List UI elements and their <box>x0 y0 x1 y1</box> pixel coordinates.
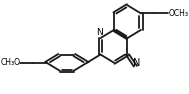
Text: OCH₃: OCH₃ <box>169 9 189 18</box>
Text: CH₃O: CH₃O <box>0 58 20 67</box>
Text: N: N <box>96 28 103 37</box>
Text: N: N <box>132 58 140 68</box>
